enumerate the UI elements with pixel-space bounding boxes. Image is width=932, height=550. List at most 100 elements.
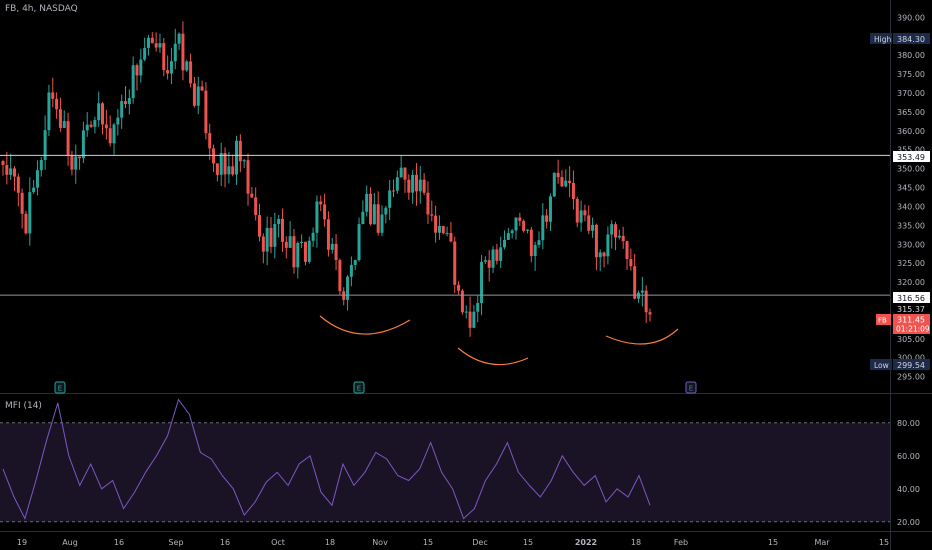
earnings-icon[interactable] [54,381,66,394]
candle-body [135,65,139,76]
candle-body [552,172,556,197]
x-tick-label: 15 [523,538,533,547]
candle-body [162,43,166,71]
candle-body [499,247,503,261]
candle-body [357,224,361,261]
candle-body [326,219,330,250]
earnings-label: E [689,385,693,393]
candle-body [307,240,311,262]
candle-body [150,37,154,44]
x-tick-label: Nov [372,538,388,547]
candle-body [514,217,518,231]
level-lower-b-badge: 315.37 [893,303,930,314]
candle-body [196,86,200,106]
candle-body [560,177,564,187]
candle-body [564,180,568,187]
y-tick-label: 330.00 [897,240,925,249]
candle-body [284,241,288,248]
candle-body [185,61,189,71]
high-badge-value-bg [893,33,930,44]
candle-body [154,43,158,48]
earnings-icon[interactable] [685,381,697,394]
earnings-marker[interactable]: E [685,381,697,394]
candle-body [292,236,296,268]
earnings-label: E [357,385,361,393]
mfi-pane[interactable] [0,398,890,523]
candle-body [70,155,74,170]
candle-body [648,312,652,315]
candle-body [58,109,62,128]
x-tick-label: Sep [168,538,183,547]
candle-body [411,174,415,193]
candle-body [1,161,5,166]
candle-body [548,196,552,222]
candle-body [422,179,426,193]
candle-body [537,240,541,245]
high-badge: High 384.30 [870,33,930,44]
candle-body [246,160,250,194]
high-badge-value: 384.30 [897,35,925,44]
candle-body [376,204,380,233]
y-tick-label: 325.00 [897,259,925,268]
pattern-arc [605,328,679,345]
mfi-y-tick-label: 60.00 [897,452,920,461]
y-tick-label: 365.00 [897,108,925,117]
low-badge-label-bg [870,359,892,370]
level-upper-badge: 353.49 [893,151,930,162]
candle-body [66,121,70,156]
candle-body [434,215,438,233]
price-pane[interactable] [1,21,652,337]
indicator-title: MFI (14) [5,401,42,411]
candle-body [621,235,625,242]
candle-body [610,224,614,235]
candle-body [242,160,246,162]
candle-body [208,133,212,149]
candle-body [606,234,610,257]
x-tick-label: 19 [17,538,27,547]
candle-body [143,47,147,60]
candle-body [273,224,277,247]
candle-body [380,214,384,233]
candle-body [323,204,327,220]
pattern-arc [319,315,411,335]
candle-body [399,167,403,178]
earnings-label: E [58,385,62,393]
candle-body [464,311,468,313]
candle-body [472,311,476,328]
candle-body [441,225,445,234]
candle-body [483,260,487,262]
candle-body [334,243,338,261]
x-tick-label: Mar [814,538,830,547]
candle-body [20,192,24,214]
earnings-marker[interactable]: E [353,381,365,394]
candle-body [529,229,533,257]
earnings-icon[interactable] [353,381,365,394]
mfi-y-tick-label: 40.00 [897,485,920,494]
earnings-marker[interactable]: E [54,381,66,394]
countdown-value: 01:21:09 [896,325,930,334]
y-tick-label: 300.00 [897,354,925,363]
candle-body [231,166,235,175]
candle-body [127,98,131,105]
candle-body [315,201,319,233]
candle-body [311,232,315,241]
candle-body [453,241,457,285]
candle-body [518,217,522,221]
y-tick-label: 370.00 [897,89,925,98]
candle-body [457,284,461,291]
candle-body [269,227,273,247]
level-lower-b-badge-value: 315.37 [897,305,925,314]
candle-body [510,230,514,234]
candle-body [430,214,434,216]
candle-body [633,266,637,299]
x-tick-label: Aug [62,538,78,547]
candle-body [391,190,395,192]
candle-body [219,153,223,175]
high-badge-label: High [874,35,891,44]
candle-body [372,204,376,225]
candle-body [487,260,491,268]
candle-body [522,220,526,231]
candle-body [43,130,47,161]
